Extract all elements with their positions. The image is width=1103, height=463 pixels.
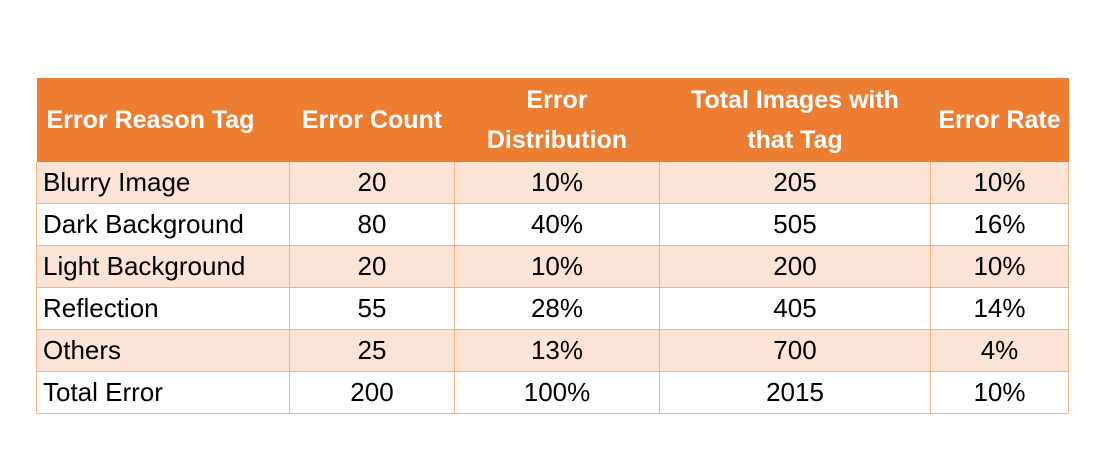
cell-error-distribution: 40% bbox=[454, 203, 660, 246]
cell-error-rate: 14% bbox=[930, 287, 1069, 330]
cell-total-images: 700 bbox=[659, 329, 931, 372]
cell-total-images: 505 bbox=[659, 203, 931, 246]
cell-total-images: 2015 bbox=[659, 371, 931, 414]
header-error-count: Error Count bbox=[289, 78, 455, 162]
cell-error-count: 55 bbox=[289, 287, 455, 330]
cell-error-rate: 10% bbox=[930, 245, 1069, 288]
cell-error-count: 25 bbox=[289, 329, 455, 372]
cell-error-count: 80 bbox=[289, 203, 455, 246]
cell-error-count: 20 bbox=[289, 162, 455, 204]
cell-error-rate: 10% bbox=[930, 371, 1069, 414]
cell-total-images: 405 bbox=[659, 287, 931, 330]
cell-error-distribution: 13% bbox=[454, 329, 660, 372]
table-row-total: Total Error 200 100% 2015 10% bbox=[36, 371, 1069, 414]
cell-error-distribution: 10% bbox=[454, 245, 660, 288]
cell-total-images: 200 bbox=[659, 245, 931, 288]
error-analysis-table: Error Reason Tag Error Count Error Distr… bbox=[36, 78, 1069, 414]
cell-error-count: 200 bbox=[289, 371, 455, 414]
error-table-container: Error Reason Tag Error Count Error Distr… bbox=[36, 78, 1069, 414]
cell-error-distribution: 100% bbox=[454, 371, 660, 414]
cell-error-rate: 16% bbox=[930, 203, 1069, 246]
cell-tag: Others bbox=[36, 329, 290, 372]
header-error-reason-tag: Error Reason Tag bbox=[36, 78, 290, 162]
header-error-distribution: Error Distribution bbox=[454, 78, 660, 162]
table-row: Others 25 13% 700 4% bbox=[36, 329, 1069, 372]
header-error-rate: Error Rate bbox=[930, 78, 1069, 162]
cell-error-count: 20 bbox=[289, 245, 455, 288]
cell-error-distribution: 28% bbox=[454, 287, 660, 330]
cell-error-rate: 10% bbox=[930, 162, 1069, 204]
table-row: Dark Background 80 40% 505 16% bbox=[36, 203, 1069, 246]
cell-error-distribution: 10% bbox=[454, 162, 660, 204]
table-header: Error Reason Tag Error Count Error Distr… bbox=[36, 78, 1069, 162]
cell-error-rate: 4% bbox=[930, 329, 1069, 372]
header-total-images: Total Images with that Tag bbox=[659, 78, 931, 162]
cell-tag: Reflection bbox=[36, 287, 290, 330]
cell-tag: Dark Background bbox=[36, 203, 290, 246]
cell-total-images: 205 bbox=[659, 162, 931, 204]
cell-tag: Light Background bbox=[36, 245, 290, 288]
cell-tag: Total Error bbox=[36, 371, 290, 414]
table-row: Blurry Image 20 10% 205 10% bbox=[36, 162, 1069, 204]
table-row: Reflection 55 28% 405 14% bbox=[36, 287, 1069, 330]
table-row: Light Background 20 10% 200 10% bbox=[36, 245, 1069, 288]
cell-tag: Blurry Image bbox=[36, 162, 290, 204]
header-row: Error Reason Tag Error Count Error Distr… bbox=[36, 78, 1069, 162]
table-body: Blurry Image 20 10% 205 10% Dark Backgro… bbox=[36, 162, 1069, 414]
